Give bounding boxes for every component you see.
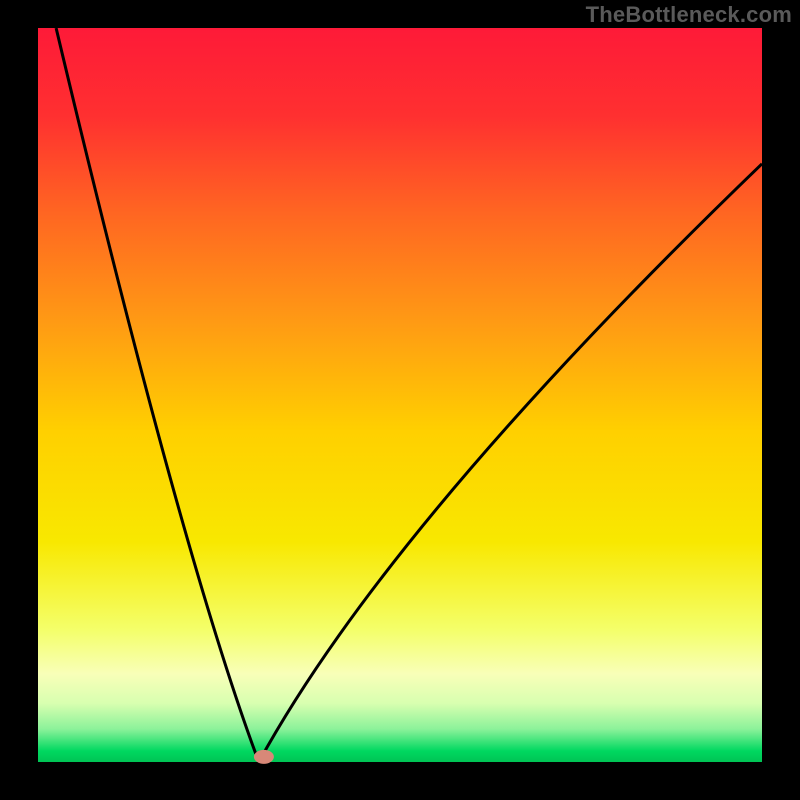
watermark-text: TheBottleneck.com xyxy=(586,2,792,28)
chart-svg xyxy=(0,0,800,800)
optimum-marker xyxy=(254,750,274,764)
